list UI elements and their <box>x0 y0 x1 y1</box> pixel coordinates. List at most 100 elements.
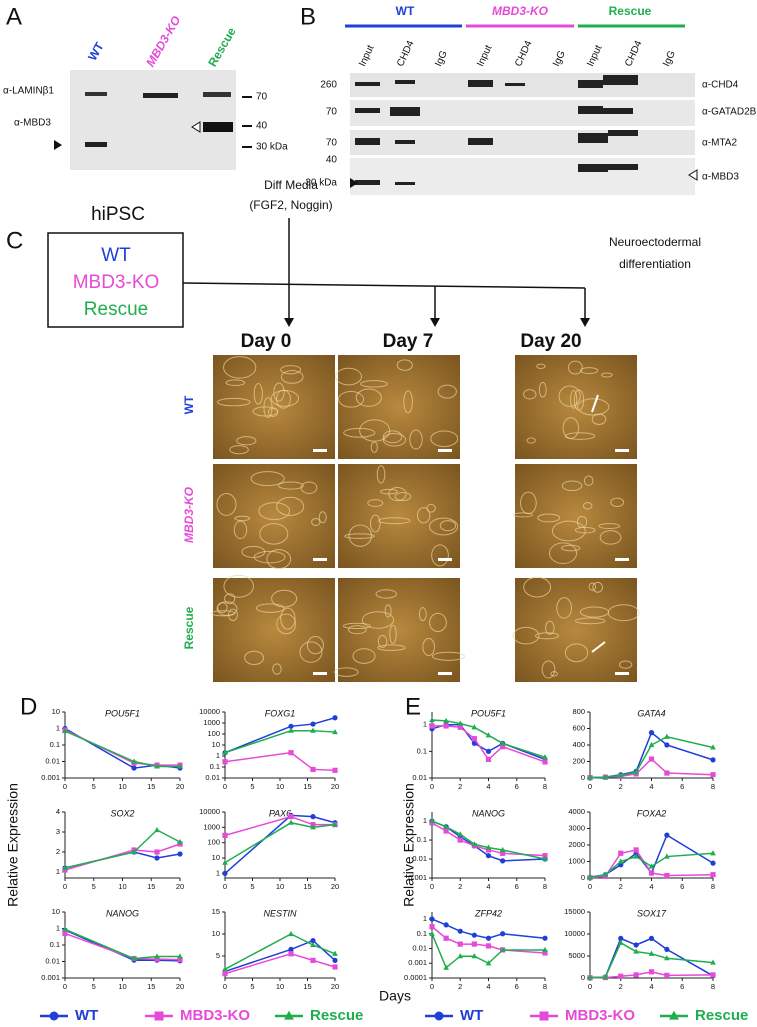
y-tick-label: 1 <box>216 868 220 877</box>
cell-cluster <box>300 481 318 494</box>
point <box>177 953 183 959</box>
antibody-label: α-MBD3 <box>702 172 739 183</box>
series-line <box>64 729 180 766</box>
scale-bar <box>313 449 327 452</box>
cell-cluster <box>273 382 285 402</box>
point <box>154 763 160 769</box>
chart-title: NANOG <box>106 908 139 918</box>
point <box>154 826 160 833</box>
point <box>310 824 316 830</box>
cell-cluster <box>618 660 633 669</box>
lane-label: IgG <box>433 49 450 68</box>
cell-cluster <box>334 667 359 677</box>
y-tick-label: 10000 <box>199 707 220 716</box>
point <box>710 744 716 750</box>
cell-cluster <box>600 372 613 378</box>
row-label: Rescue <box>182 606 196 649</box>
point <box>62 926 68 932</box>
point <box>332 728 338 735</box>
point <box>542 946 548 953</box>
y-tick-label: 0.001 <box>408 873 427 882</box>
point <box>542 935 548 941</box>
point <box>310 941 316 948</box>
point <box>471 941 477 947</box>
x-tick-label: 6 <box>680 982 684 991</box>
line-chart: 0 5000 10000 15000 0 2 4 6 8 SOX17 <box>564 907 716 991</box>
point <box>485 844 492 850</box>
x-tick-label: 0 <box>430 982 434 991</box>
y-tick-label: 10000 <box>564 929 585 938</box>
cell-cluster <box>422 637 436 657</box>
point <box>429 930 435 936</box>
cell-cluster <box>225 379 246 387</box>
scale-bar <box>313 558 327 561</box>
point <box>457 928 463 934</box>
point <box>288 750 294 756</box>
chart-title: NANOG <box>472 808 505 818</box>
x-tick-label: 10 <box>118 982 126 991</box>
point <box>154 855 160 861</box>
cell-cluster <box>562 417 580 439</box>
arrowhead <box>580 318 590 327</box>
cell-cluster <box>343 427 376 438</box>
line-chart: 1 10 100 1000 10000 0 5 10 15 20 PAX6 <box>199 807 339 891</box>
x-tick-label: 6 <box>680 782 684 791</box>
x-tick-label: 10 <box>276 982 284 991</box>
group-label: Rescue <box>609 4 652 18</box>
x-tick-label: 0 <box>63 782 67 791</box>
x-tick-label: 0 <box>588 982 592 991</box>
marker-label: 40 <box>326 155 338 166</box>
cell-cluster <box>223 356 257 379</box>
y-tick-label: 1000 <box>568 856 585 865</box>
series-line <box>224 751 336 772</box>
cell-cluster <box>403 390 413 414</box>
point <box>633 769 639 775</box>
cell-cluster <box>598 523 621 530</box>
cell-cluster <box>536 363 546 369</box>
cell-cluster <box>338 390 365 408</box>
y-tick-label: 1000 <box>203 822 220 831</box>
cell-cluster <box>526 437 536 444</box>
row-label: WT <box>182 395 196 414</box>
chart-title: ZFP42 <box>474 908 502 918</box>
point <box>633 972 639 978</box>
point <box>587 874 593 880</box>
pointer-arrow <box>591 641 606 653</box>
x-tick-label: 4 <box>649 782 653 791</box>
y-axis-label: Relative Expression <box>5 783 21 907</box>
chart-title: SOX2 <box>110 808 134 818</box>
y-tick-label: 3 <box>56 827 60 836</box>
x-tick-label: 2 <box>458 882 462 891</box>
arrowhead <box>284 318 294 327</box>
x-tick-label: 8 <box>543 882 547 891</box>
cell-cluster <box>437 384 457 399</box>
point <box>457 720 464 726</box>
point <box>648 969 655 975</box>
y-tick-label: 1 <box>423 720 427 729</box>
y-tick-label: 600 <box>572 723 585 732</box>
series-line <box>224 953 336 975</box>
x-tick-label: 0 <box>588 782 592 791</box>
lane-label: Input <box>585 43 604 68</box>
cell-cluster <box>579 606 610 618</box>
point <box>443 723 449 729</box>
point <box>542 853 548 859</box>
y-tick-label: 1 <box>216 751 220 760</box>
y-tick-label: 0.01 <box>412 944 427 953</box>
lane-labels: Input CHD4 IgG Input CHD4 IgG Input CHD4 IgG <box>357 39 678 69</box>
panel-label: B <box>300 3 316 30</box>
y-tick-label: 5 <box>216 951 220 960</box>
cell-cluster <box>272 663 282 675</box>
band <box>203 92 231 97</box>
point <box>457 941 463 947</box>
arrowhead <box>430 318 440 327</box>
point <box>154 953 160 959</box>
cell-cluster <box>382 430 403 444</box>
y-tick-label: 1 <box>423 816 427 825</box>
antibody-label: α-GATAD2B <box>702 107 757 118</box>
point <box>485 847 492 853</box>
treatment: Diff Media <box>264 178 318 192</box>
cell-cluster <box>280 607 296 630</box>
legend: WT MBD3-KO Rescue <box>425 1007 748 1024</box>
group-label: WT <box>396 4 415 18</box>
